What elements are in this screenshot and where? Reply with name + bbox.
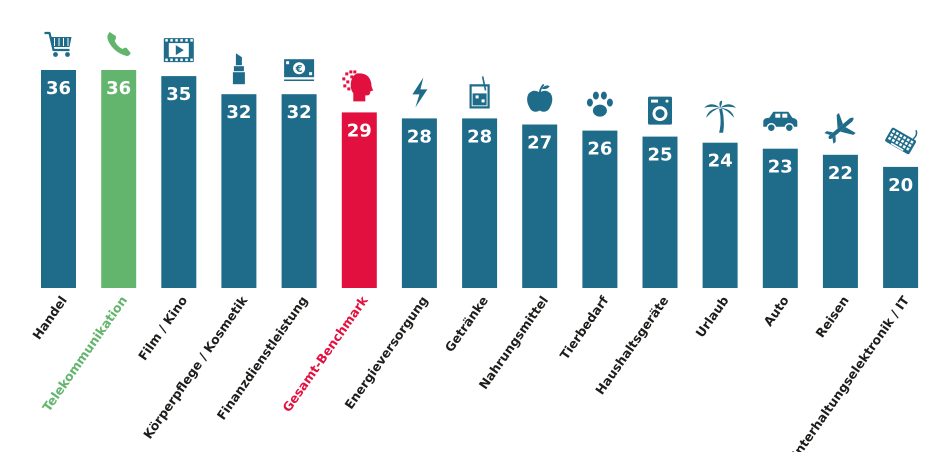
value-label-handel: 36 — [46, 78, 71, 99]
value-label-körperpflege-kosmetik: 32 — [226, 102, 251, 123]
bar-film-kino — [161, 76, 197, 288]
value-label-auto: 23 — [768, 157, 793, 178]
bar-nahrungsmittel — [522, 124, 558, 288]
category-label-reisen: Reisen — [812, 293, 851, 340]
money-icon: € — [284, 59, 315, 81]
value-label-tierbedarf: 26 — [587, 139, 612, 160]
value-label-finanzdienstleistung: 32 — [287, 102, 312, 123]
bar-tierbedarf — [582, 130, 618, 288]
paw-icon — [586, 91, 613, 117]
bar-energieversorgung — [401, 118, 437, 289]
lightning-icon — [412, 77, 428, 108]
value-label-getränke: 28 — [467, 126, 492, 147]
category-label-auto: Auto — [760, 293, 792, 329]
bar-unterhaltungselektronik-it — [883, 166, 919, 288]
value-label-gesamt-benchmark: 29 — [347, 120, 372, 141]
bar-auto — [762, 148, 798, 288]
bar-handel — [41, 70, 76, 288]
phone-icon — [107, 32, 131, 56]
keyboard-icon — [885, 127, 918, 155]
value-label-haushaltsgeräte: 25 — [647, 145, 672, 166]
lipstick-icon — [232, 53, 245, 85]
category-label-handel: Handel — [29, 293, 70, 342]
bar-gesamt-benchmark — [341, 112, 377, 289]
shopping-cart-icon — [44, 31, 72, 57]
category-label-getränke: Getränke — [442, 293, 491, 355]
svg-text:€: € — [295, 64, 303, 75]
value-label-unterhaltungselektronik-it: 20 — [888, 175, 913, 196]
category-label-tierbedarf: Tierbedarf — [557, 293, 612, 363]
value-label-urlaub: 24 — [708, 151, 733, 172]
bar-reisen — [822, 154, 858, 288]
bar-urlaub — [702, 142, 738, 288]
bar-haushaltsgeräte — [642, 136, 678, 288]
icons-group: € — [44, 31, 918, 155]
category-label-film-kino: Film / Kino — [135, 293, 190, 363]
film-icon — [163, 38, 194, 63]
bar-getränke — [462, 118, 498, 289]
car-icon — [763, 111, 798, 133]
palm-tree-icon — [704, 100, 737, 133]
washing-machine-icon — [648, 96, 672, 125]
bar-telekommunikation — [101, 70, 137, 288]
category-label-nahrungsmittel: Nahrungsmittel — [476, 293, 551, 392]
head-pixels-icon — [342, 70, 374, 102]
bar-körperpflege-kosmetik — [221, 94, 257, 288]
bar-finanzdienstleistung — [281, 94, 317, 288]
category-label-urlaub: Urlaub — [692, 293, 731, 340]
airplane-icon — [824, 113, 856, 144]
category-label-körperpflege-kosmetik: Körperpflege / Kosmetik — [140, 293, 251, 442]
value-label-telekommunikation: 36 — [106, 78, 131, 99]
drink-icon — [469, 76, 490, 109]
value-label-film-kino: 35 — [166, 84, 191, 105]
category-label-unterhaltungselektronik-it: Unterhaltungselektronik / IT — [785, 293, 912, 452]
value-label-energieversorgung: 28 — [407, 126, 432, 147]
value-label-nahrungsmittel: 27 — [527, 133, 552, 154]
bars-group: 36 36 35 32 32 29 28 28 27 26 25 24 23 22 20 — [41, 70, 919, 289]
value-label-reisen: 22 — [828, 163, 853, 184]
apple-icon — [527, 83, 553, 112]
